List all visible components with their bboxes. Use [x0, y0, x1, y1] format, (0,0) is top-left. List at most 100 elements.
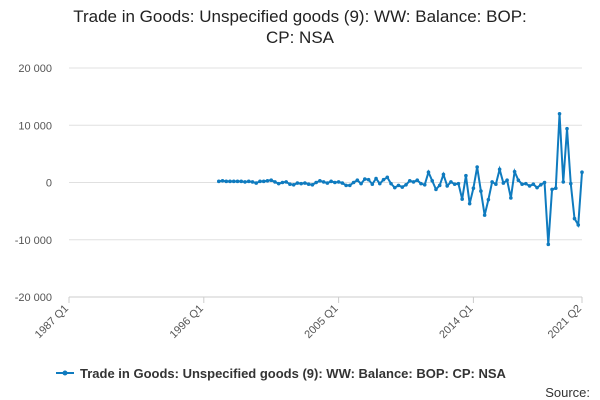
point	[539, 182, 543, 187]
point	[550, 187, 554, 192]
point	[231, 179, 236, 184]
x-tick-label: 2005 Q1	[302, 303, 340, 341]
point	[261, 179, 266, 184]
point	[542, 180, 547, 185]
point	[430, 178, 435, 183]
point	[407, 178, 412, 183]
point	[572, 216, 577, 221]
point	[258, 179, 262, 184]
point	[422, 182, 427, 187]
point	[426, 170, 431, 174]
point	[318, 178, 322, 183]
point	[441, 172, 446, 177]
point	[411, 180, 416, 184]
point	[344, 183, 348, 188]
point	[314, 180, 318, 185]
point	[220, 178, 225, 183]
point	[239, 179, 244, 184]
point	[265, 178, 270, 183]
point	[374, 176, 378, 181]
point	[524, 181, 528, 186]
point	[419, 181, 423, 186]
x-tick-label: 2021 Q2	[546, 303, 584, 341]
point	[224, 179, 229, 184]
point	[520, 182, 524, 187]
point	[385, 175, 390, 180]
point	[565, 126, 569, 131]
point	[280, 180, 285, 185]
y-tick-label: 10 000	[18, 120, 52, 132]
point	[452, 182, 457, 187]
y-tick-label: 0	[46, 178, 52, 190]
point	[377, 181, 382, 186]
point	[490, 180, 494, 184]
legend-marker	[62, 370, 68, 376]
point	[400, 185, 405, 189]
point	[235, 179, 240, 184]
point	[333, 180, 337, 185]
point	[228, 179, 232, 184]
point	[501, 181, 506, 185]
point	[370, 182, 375, 187]
point	[509, 196, 513, 200]
point	[561, 180, 566, 184]
point	[434, 187, 438, 192]
point	[321, 180, 326, 184]
point	[310, 182, 315, 187]
y-tick-label: 20 000	[18, 63, 52, 75]
point	[363, 177, 367, 181]
point	[303, 181, 307, 185]
point	[389, 181, 393, 186]
point	[329, 179, 333, 184]
point	[580, 170, 584, 174]
point	[299, 181, 303, 186]
point	[568, 181, 573, 186]
point	[351, 180, 356, 185]
x-tick-label: 1996 Q1	[168, 303, 206, 341]
point	[494, 182, 498, 187]
point	[254, 181, 259, 185]
point	[479, 189, 483, 193]
point	[449, 180, 453, 184]
point	[475, 165, 479, 169]
point	[291, 182, 296, 187]
point	[546, 242, 551, 247]
y-tick-label: -20 000	[15, 292, 52, 304]
point	[288, 182, 292, 187]
point	[460, 197, 464, 201]
point	[486, 197, 491, 202]
point	[445, 184, 449, 188]
point	[250, 180, 255, 184]
point	[355, 178, 360, 183]
point	[456, 181, 461, 186]
point	[396, 183, 401, 188]
point	[216, 179, 221, 184]
series-line	[218, 113, 583, 245]
point	[366, 177, 371, 182]
point	[340, 181, 345, 185]
point	[482, 213, 487, 217]
point	[516, 178, 521, 183]
point	[464, 173, 468, 178]
point	[471, 186, 476, 191]
point	[295, 181, 300, 185]
point	[269, 178, 274, 183]
point	[246, 179, 251, 184]
point	[336, 180, 341, 184]
y-tick-label: -10 000	[15, 235, 52, 247]
source: Source:	[545, 385, 590, 400]
point	[415, 178, 420, 183]
point	[527, 184, 532, 188]
point	[553, 186, 558, 191]
point	[404, 182, 408, 187]
point	[359, 181, 363, 186]
point	[348, 183, 352, 188]
point	[467, 201, 472, 206]
legend-label: Trade in Goods: Unspecified goods (9): W…	[80, 366, 507, 381]
point	[505, 178, 509, 183]
point	[576, 223, 581, 227]
x-tick-label: 2014 Q1	[437, 303, 475, 341]
point	[531, 182, 536, 187]
